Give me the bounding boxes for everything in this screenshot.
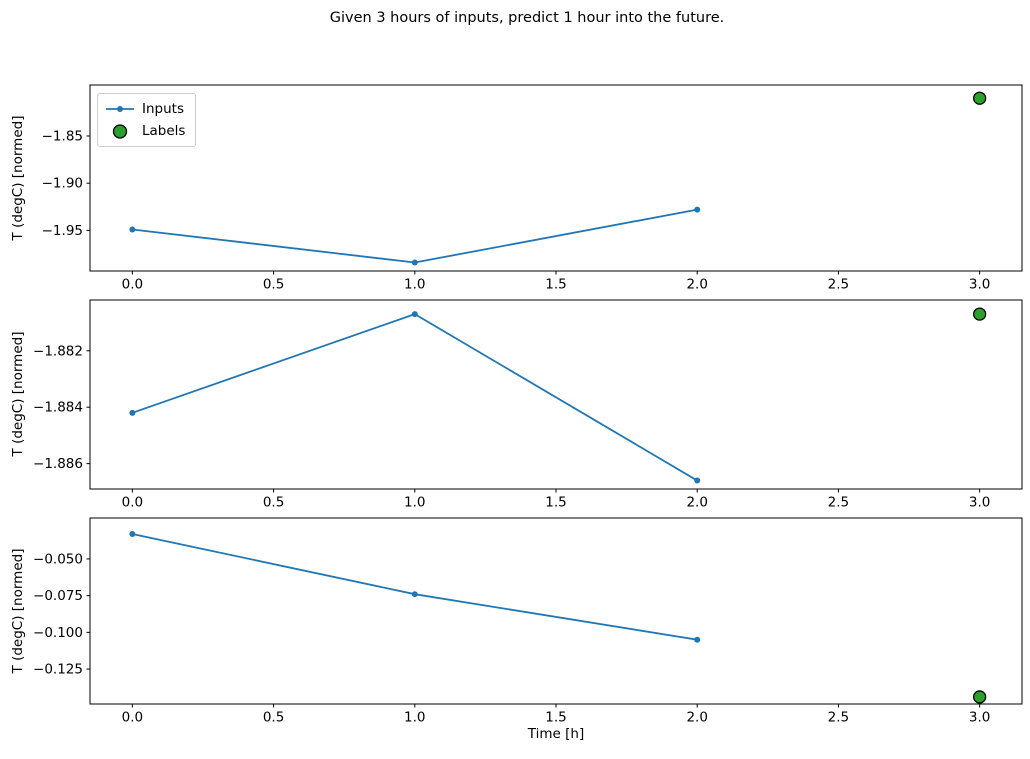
y-tick-label: −0.050 bbox=[33, 551, 83, 567]
inputs-marker bbox=[694, 636, 701, 643]
labels-marker bbox=[972, 307, 987, 321]
legend-inputs-dot bbox=[117, 106, 123, 112]
x-tick-label: 2.0 bbox=[686, 277, 707, 293]
figure-title: Given 3 hours of inputs, predict 1 hour … bbox=[329, 10, 725, 26]
y-tick-label: −1.884 bbox=[33, 400, 83, 416]
y-tick-label: −1.95 bbox=[42, 223, 83, 239]
y-tick-label: −0.100 bbox=[33, 625, 83, 641]
legend-labels-dot bbox=[112, 123, 128, 139]
x-tick-label: 2.5 bbox=[828, 277, 849, 293]
x-tick-label: 1.5 bbox=[545, 277, 566, 293]
axes-frame bbox=[89, 517, 1023, 705]
y-tick-label: −1.886 bbox=[33, 456, 83, 472]
y-axis-label-bottom: T (degC) [normed] bbox=[10, 548, 26, 674]
y-axis-label-middle: T (degC) [normed] bbox=[10, 331, 26, 457]
x-tick-label: 1.0 bbox=[404, 710, 425, 726]
x-tick-label: 0.0 bbox=[122, 495, 143, 511]
x-tick-label: 0.5 bbox=[263, 710, 284, 726]
inputs-marker bbox=[129, 531, 136, 538]
legend-label-inputs: Inputs bbox=[142, 101, 184, 117]
inputs-line bbox=[132, 208, 698, 264]
x-tick-label: 1.0 bbox=[404, 495, 425, 511]
x-tick-label: 3.0 bbox=[969, 495, 990, 511]
x-tick-label: 0.5 bbox=[263, 495, 284, 511]
inputs-line-icon bbox=[105, 102, 135, 116]
x-axis-label: Time [h] bbox=[527, 726, 585, 742]
x-tick-label: 1.5 bbox=[545, 495, 566, 511]
inputs-marker bbox=[129, 226, 136, 233]
x-tick-label: 2.0 bbox=[686, 495, 707, 511]
y-tick-label: −1.882 bbox=[33, 343, 83, 359]
inputs-line bbox=[132, 313, 698, 482]
inputs-marker bbox=[411, 311, 418, 318]
inputs-marker bbox=[411, 259, 418, 266]
x-tick-label: 0.0 bbox=[122, 277, 143, 293]
axes-frame bbox=[89, 84, 1023, 272]
subplot-1: −1.882 −1.884 −1.886 0.0 0.5 1.0 1.5 2.0 2.5 3.0 bbox=[33, 299, 1023, 511]
x-tick-label: 2.5 bbox=[828, 495, 849, 511]
inputs-line bbox=[132, 533, 698, 641]
y-tick-label: −1.90 bbox=[42, 176, 83, 192]
labels-marker bbox=[972, 91, 987, 105]
axes-frame bbox=[89, 299, 1023, 490]
y-tick-label: −0.125 bbox=[33, 662, 83, 678]
subplot-0: −1.85 −1.90 −1.95 0.0 0.5 1.0 1.5 2.0 2.5 3.0 bbox=[42, 84, 1023, 293]
x-tick-label: 2.5 bbox=[828, 710, 849, 726]
inputs-marker bbox=[694, 206, 701, 213]
x-tick-label: 1.0 bbox=[404, 277, 425, 293]
x-tick-label: 3.0 bbox=[969, 710, 990, 726]
labels-marker bbox=[972, 690, 987, 704]
x-tick-label: 0.0 bbox=[122, 710, 143, 726]
labels-dot-icon bbox=[105, 123, 135, 140]
legend-item-labels: Labels bbox=[105, 120, 185, 142]
legend: Inputs Labels bbox=[97, 93, 197, 147]
x-tick-label: 1.5 bbox=[545, 710, 566, 726]
inputs-marker bbox=[694, 477, 701, 484]
inputs-marker bbox=[411, 591, 418, 598]
y-axis-label-top: T (degC) [normed] bbox=[10, 115, 26, 241]
inputs-marker bbox=[129, 409, 136, 416]
legend-item-inputs: Inputs bbox=[105, 98, 185, 120]
subplot-2: −0.050 −0.075 −0.100 −0.125 0.0 0.5 1.0 1.5 2.0 2… bbox=[33, 517, 1023, 726]
y-tick-label: −1.85 bbox=[42, 128, 83, 144]
x-tick-label: 3.0 bbox=[969, 277, 990, 293]
x-tick-label: 0.5 bbox=[263, 277, 284, 293]
legend-label-labels: Labels bbox=[142, 123, 186, 139]
x-tick-label: 2.0 bbox=[686, 710, 707, 726]
y-tick-label: −0.075 bbox=[33, 588, 83, 604]
